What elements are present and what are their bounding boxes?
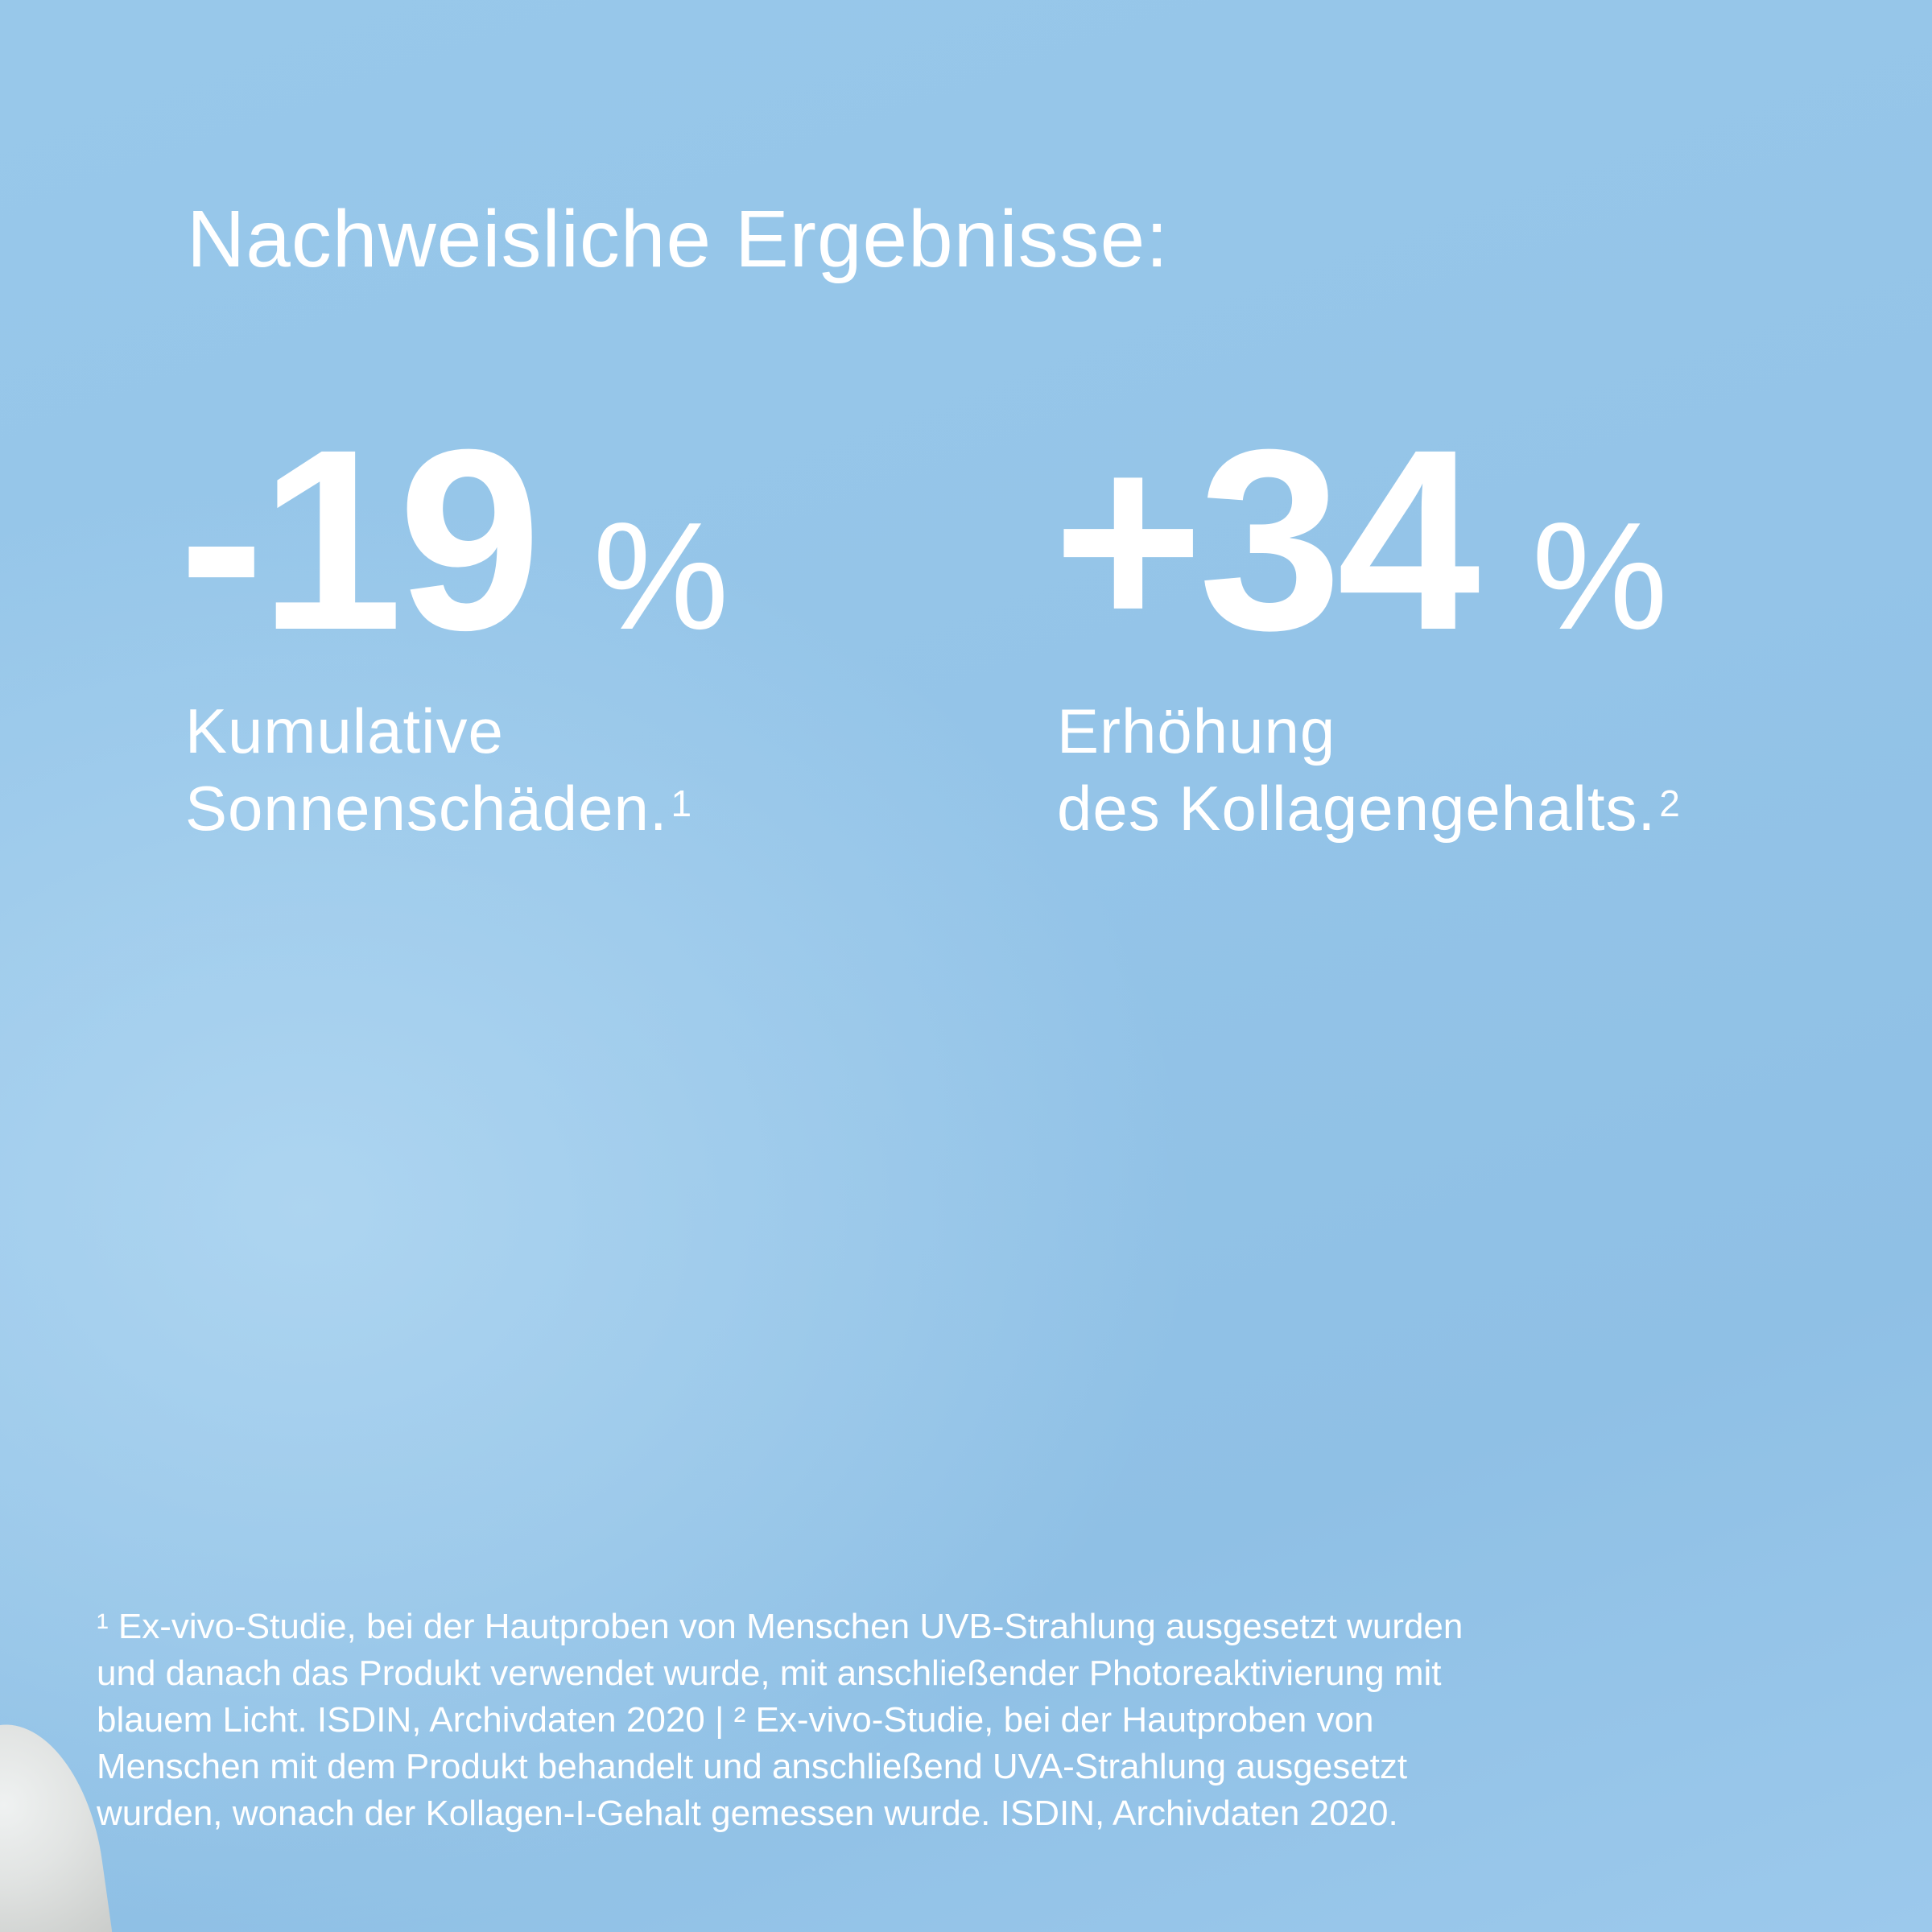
- stat-sun-damage: -19%: [179, 411, 729, 668]
- footnote-ref: 1: [671, 782, 693, 824]
- footnote-ref: 2: [1659, 782, 1681, 824]
- stat-label-sun-damage: Kumulative Sonnenschäden.1: [185, 692, 692, 847]
- stat-label-line: Kumulative: [185, 696, 504, 766]
- stat-label-collagen: Erhöhung des Kollagengehalts.2: [1057, 692, 1681, 847]
- stat-label-line: Erhöhung: [1057, 696, 1336, 766]
- stat-collagen: +34%: [1053, 411, 1668, 668]
- footnote-line: Menschen mit dem Produkt behandelt und a…: [97, 1747, 1408, 1786]
- footnote-line: und danach das Produkt verwendet wurde, …: [97, 1653, 1442, 1693]
- footnote-line: wurden, wonach der Kollagen-I-Gehalt gem…: [97, 1794, 1398, 1833]
- footnote-line: ¹ Ex-vivo-Studie, bei der Hautproben von…: [97, 1607, 1463, 1646]
- stat-label-line: des Kollagengehalts.2: [1057, 770, 1681, 847]
- stat-label-line: Sonnenschäden.1: [185, 770, 692, 847]
- headline: Nachweisliche Ergebnisse:: [187, 194, 1170, 284]
- stat-value: +34: [1053, 395, 1480, 683]
- footnote: ¹ Ex-vivo-Studie, bei der Hautproben von…: [97, 1604, 1868, 1837]
- stat-value: -19: [179, 395, 541, 683]
- stat-unit: %: [592, 491, 729, 662]
- stat-label-text: des Kollagengehalts.: [1057, 773, 1657, 844]
- stat-unit: %: [1531, 491, 1668, 662]
- stat-label-text: Sonnenschäden.: [185, 773, 668, 844]
- footnote-line: blauem Licht. ISDIN, Archivdaten 2020 | …: [97, 1700, 1374, 1740]
